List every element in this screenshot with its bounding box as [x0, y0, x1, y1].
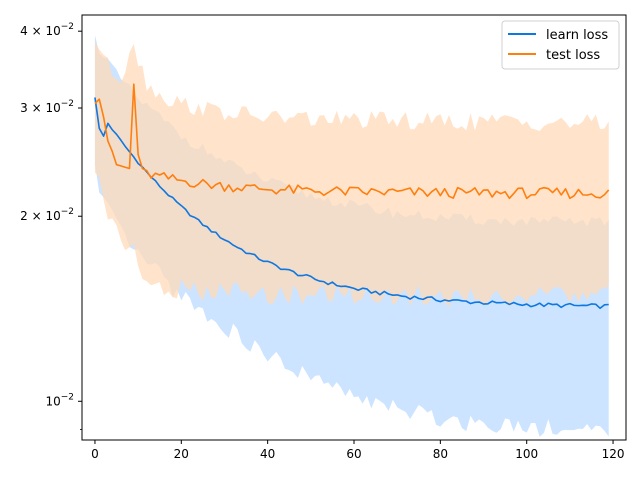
legend: learn loss test loss: [501, 20, 620, 70]
series-lines: [94, 83, 610, 310]
legend-learn-loss-label: learn loss: [546, 28, 608, 43]
x-tick-label: 60: [346, 447, 361, 461]
x-tick-label: 0: [91, 447, 99, 461]
y-tick-label: 3 × 10−2: [20, 99, 74, 115]
line-test-loss: [94, 83, 610, 200]
band-test-loss: [94, 41, 609, 308]
x-tick-label: 80: [433, 447, 448, 461]
y-tick-label: 2 × 10−2: [20, 207, 74, 223]
y-tick-label: 10−2: [45, 392, 74, 408]
x-tick-label: 40: [260, 447, 275, 461]
line-learn-loss: [94, 97, 609, 310]
x-axis: 0 20 40 60 80 100 120: [91, 440, 625, 461]
x-tick-label: 120: [602, 447, 625, 461]
y-axis: 10−2 2 × 10−2 3 × 10−2 4 × 10−2: [20, 22, 82, 430]
legend-test-loss-label: test loss: [546, 48, 600, 63]
std-bands: [94, 34, 609, 437]
x-tick-label: 100: [515, 447, 538, 461]
x-tick-label: 20: [174, 447, 189, 461]
y-tick-label: 4 × 10−2: [20, 22, 74, 38]
